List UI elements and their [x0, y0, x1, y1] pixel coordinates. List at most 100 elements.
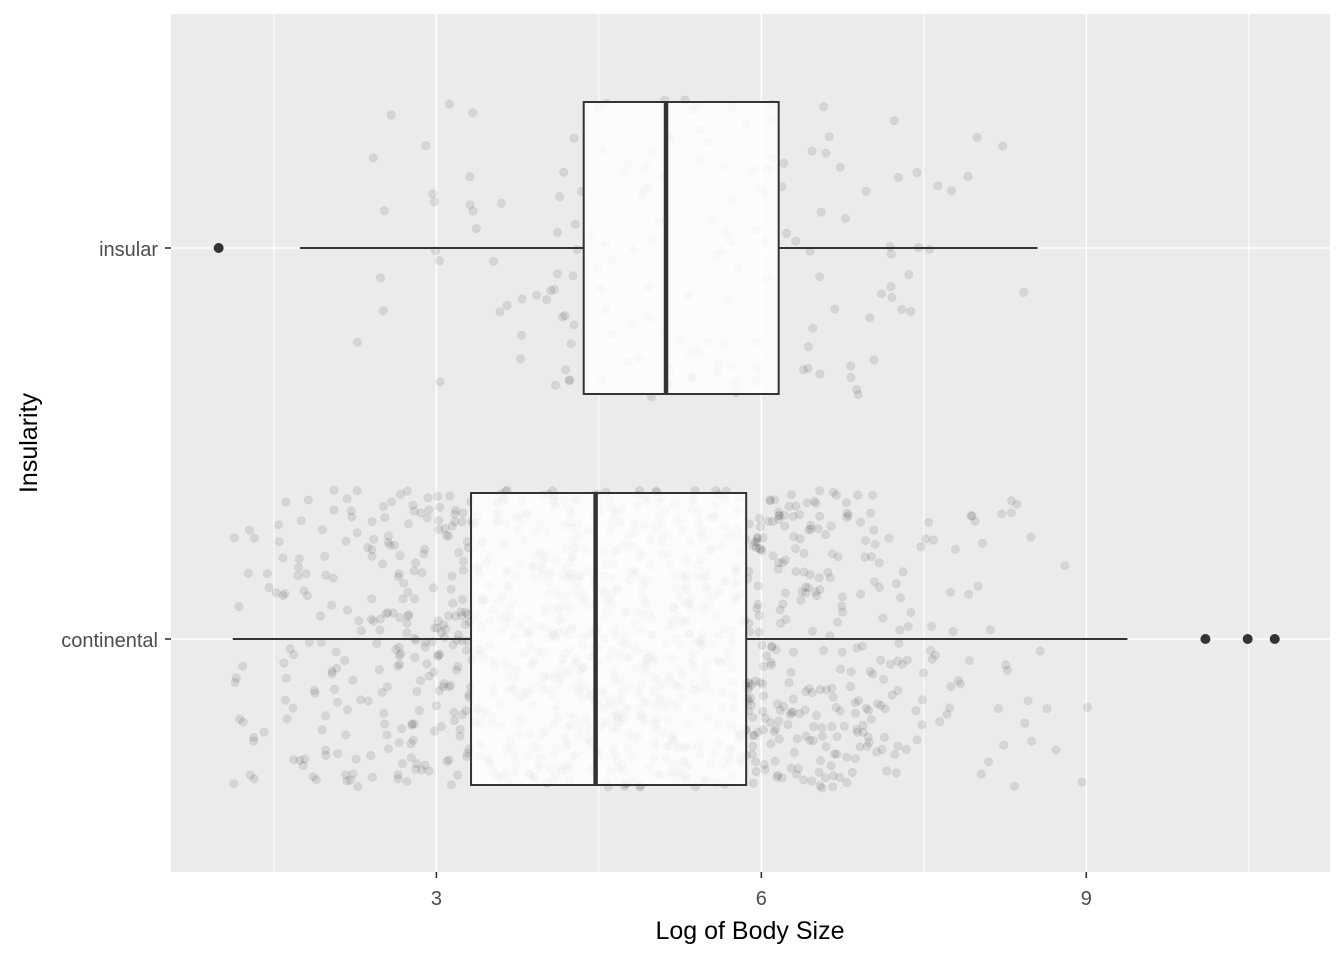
jitter-point [422, 513, 432, 523]
jitter-point [858, 720, 868, 731]
jitter-point [249, 736, 259, 746]
jitter-point [852, 727, 863, 738]
jitter-point [827, 549, 838, 559]
jitter-point [441, 624, 451, 634]
jitter-point [771, 724, 781, 734]
jitter-point [773, 564, 784, 574]
jitter-point [816, 207, 826, 217]
jitter-point [516, 354, 526, 364]
jitter-point [983, 757, 994, 767]
jitter-point [993, 704, 1004, 714]
jitter-point [353, 782, 363, 792]
jitter-point [758, 706, 768, 716]
jitter-point [996, 509, 1007, 519]
jitter-point [901, 744, 912, 755]
jitter-point [391, 644, 401, 655]
jitter-point [809, 496, 820, 506]
jitter-point [1012, 499, 1022, 509]
jitter-point [801, 686, 811, 697]
jitter-point [433, 650, 443, 660]
jitter-point [820, 773, 831, 783]
jitter-point [819, 102, 829, 112]
outlier-point-insular [213, 243, 224, 253]
jitter-point [850, 698, 860, 708]
jitter-point [916, 542, 926, 552]
jitter-point [842, 752, 852, 763]
jitter-point [862, 741, 872, 751]
jitter-point [569, 320, 579, 330]
jitter-point [367, 772, 377, 782]
jitter-point [310, 688, 320, 699]
jitter-point [259, 727, 269, 737]
jitter-point [831, 749, 842, 759]
jitter-point [828, 782, 838, 792]
jitter-point [791, 236, 801, 246]
outlier-point-continental [1242, 634, 1253, 644]
jitter-point [861, 186, 871, 196]
jitter-point [829, 749, 840, 759]
jitter-point [434, 516, 444, 526]
jitter-point [299, 586, 309, 596]
jitter-point [874, 582, 885, 593]
jitter-point [852, 384, 862, 395]
jitter-point [299, 754, 310, 764]
jitter-point [837, 601, 847, 611]
jitter-point [320, 551, 330, 562]
jitter-point [546, 285, 556, 296]
jitter-point [770, 495, 780, 505]
jitter-point [780, 521, 790, 531]
jitter-point [778, 558, 788, 568]
jitter-point [823, 567, 833, 578]
jitter-point [560, 364, 571, 375]
jitter-point [814, 272, 825, 282]
x-axis: 3 6 9 [431, 872, 1092, 910]
jitter-point [417, 765, 427, 775]
jitter-point [855, 517, 866, 528]
jitter-point [973, 581, 983, 592]
jitter-point [771, 645, 781, 655]
jitter-point [766, 642, 777, 652]
jitter-point [379, 708, 389, 718]
jitter-point [778, 701, 789, 712]
jitter-point [450, 505, 461, 515]
jitter-point [409, 566, 419, 576]
jitter-point [884, 533, 894, 543]
jitter-point [748, 712, 758, 723]
jitter-point [756, 544, 766, 554]
jitter-point [845, 681, 856, 692]
jitter-point [755, 677, 766, 688]
x-tick-label: 3 [431, 888, 442, 910]
jitter-point [317, 724, 327, 735]
jitter-point [780, 555, 790, 565]
jitter-point [866, 714, 877, 725]
jitter-point [375, 625, 385, 635]
jitter-point [885, 659, 896, 669]
jitter-point [393, 572, 403, 582]
jitter-point [798, 365, 809, 375]
jitter-point [817, 723, 827, 733]
jitter-point [559, 167, 569, 177]
jitter-point [367, 594, 377, 604]
jitter-point [835, 162, 845, 172]
jitter-point [946, 681, 956, 692]
jitter-point [935, 717, 945, 727]
jitter-point [754, 513, 765, 524]
jitter-point [329, 485, 339, 495]
jitter-point [765, 718, 776, 728]
jitter-point [791, 501, 801, 511]
jitter-point [448, 640, 458, 650]
jitter-point [542, 294, 552, 305]
jitter-point [1009, 781, 1020, 791]
jitter-point [826, 521, 836, 531]
jitter-point [767, 516, 778, 527]
jitter-point [758, 725, 768, 735]
jitter-point [409, 506, 419, 516]
jitter-point [488, 256, 499, 266]
jitter-point [293, 562, 304, 573]
jitter-point [407, 719, 417, 729]
jitter-point [450, 611, 460, 621]
jitter-point [807, 626, 818, 636]
jitter-point [865, 313, 875, 323]
jitter-point [471, 224, 481, 234]
jitter-point [773, 557, 784, 568]
